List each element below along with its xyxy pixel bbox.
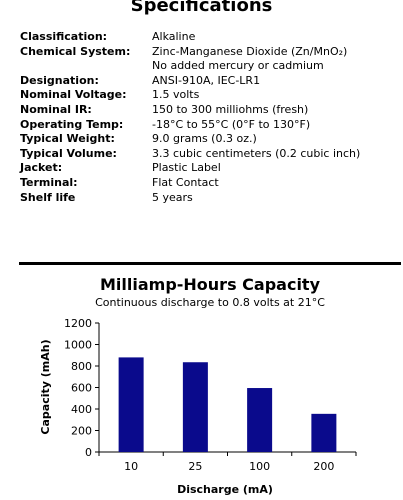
spec-value: 9.0 grams (0.3 oz.)	[152, 132, 257, 146]
y-tick-label: 400	[71, 403, 92, 416]
specifications-title: Specifications	[130, 0, 273, 16]
spec-value: Zinc-Manganese Dioxide (Zn/MnO₂)	[152, 44, 348, 58]
spec-value: No added mercury or cadmium	[152, 59, 324, 73]
y-tick-label: 200	[71, 425, 92, 438]
y-tick-label: 800	[71, 360, 92, 373]
spec-label: Typical Weight:	[20, 132, 115, 146]
spec-value: Plastic Label	[152, 161, 221, 175]
spec-label: Classification:	[20, 30, 108, 43]
y-axis-label: Capacity (mAh)	[39, 339, 52, 434]
plot-area: 0 200 400 600 800 1000 1200 10 25 100 200	[64, 317, 357, 473]
spec-value: 1.5 volts	[152, 88, 200, 102]
spec-value: ANSI-910A, IEC-LR1	[152, 73, 261, 87]
spec-value: 3.3 cubic centimeters (0.2 cubic inch)	[152, 146, 361, 160]
spec-value: 5 years	[152, 190, 193, 204]
spec-value: Alkaline	[152, 30, 196, 43]
spec-label: Jacket:	[20, 161, 63, 175]
x-tick-label: 25	[188, 460, 202, 473]
spec-label: Nominal IR:	[20, 102, 92, 116]
x-tick-label: 100	[249, 460, 270, 473]
x-tick-label: 200	[313, 460, 334, 473]
chart-title: Milliamp-Hours Capacity	[99, 275, 320, 294]
spec-label: Nominal Voltage:	[20, 88, 127, 102]
y-tick-label: 1200	[64, 317, 92, 330]
bar	[118, 357, 144, 452]
y-tick-label: 600	[71, 382, 92, 395]
x-tick-label: 10	[124, 460, 138, 473]
spec-label: Operating Temp:	[20, 117, 124, 131]
y-tick-label: 1000	[64, 339, 92, 352]
spec-label: Terminal:	[20, 175, 78, 189]
spec-value: Flat Contact	[152, 175, 219, 189]
spec-value: 150 to 300 milliohms (fresh)	[152, 102, 309, 116]
y-tick-label: 0	[85, 446, 92, 459]
spec-label: Designation:	[20, 73, 99, 87]
x-axis-label: Discharge (mA)	[177, 483, 273, 496]
spec-value: -18°C to 55°C (0°F to 130°F)	[152, 117, 311, 131]
bar	[311, 413, 337, 452]
bar	[247, 388, 273, 452]
spec-label: Shelf life	[20, 190, 76, 204]
chart-subtitle: Continuous discharge to 0.8 volts at 21°…	[95, 296, 325, 309]
section-divider	[19, 262, 401, 265]
bar	[182, 362, 208, 452]
spec-label: Chemical System:	[20, 44, 131, 58]
spec-label: Typical Volume:	[20, 146, 117, 160]
